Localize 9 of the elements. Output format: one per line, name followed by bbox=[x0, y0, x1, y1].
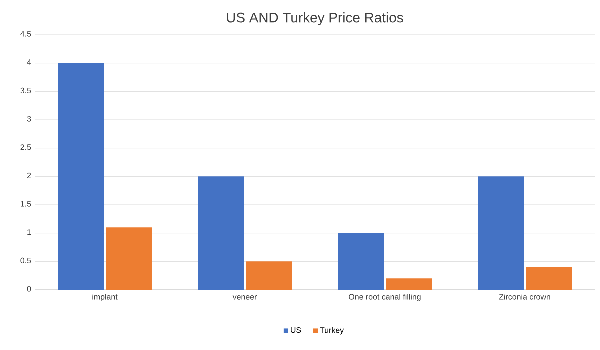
bar bbox=[106, 228, 152, 290]
bar bbox=[478, 176, 524, 290]
bar bbox=[198, 176, 244, 290]
bar bbox=[246, 262, 292, 290]
chart-title: US AND Turkey Price Ratios bbox=[227, 12, 404, 26]
bar bbox=[58, 63, 104, 290]
bar bbox=[526, 267, 572, 290]
bar bbox=[338, 233, 384, 290]
bar bbox=[386, 278, 432, 290]
